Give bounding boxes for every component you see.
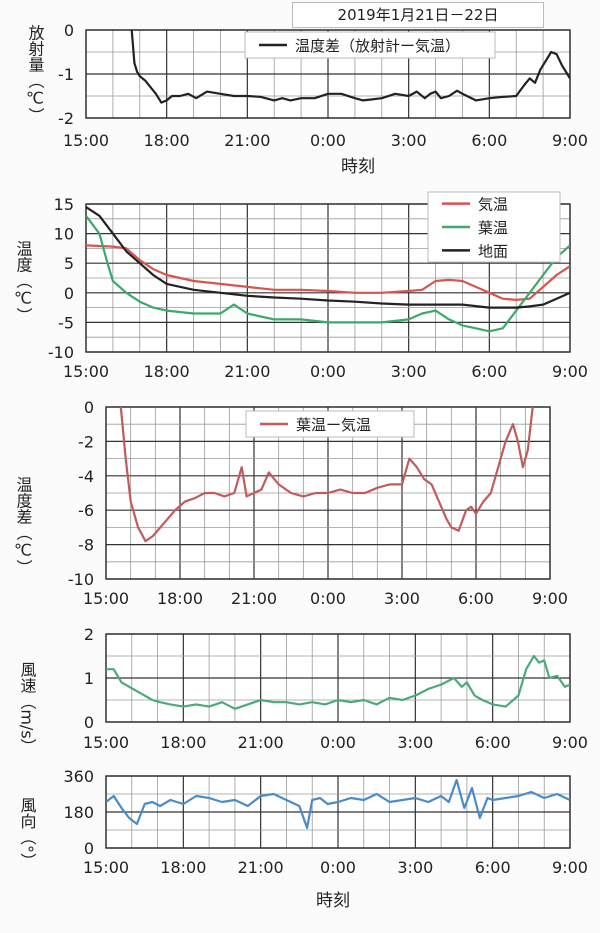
y-axis-label: 風向（°）: [18, 797, 37, 869]
series-line-3: [86, 206, 570, 309]
y-tick-label: 0: [84, 398, 94, 417]
y-tick-label: 1: [84, 669, 94, 688]
x-tick-label: 0:00: [310, 131, 346, 150]
plot-frame: [105, 406, 551, 580]
x-tick-label: 15:00: [63, 362, 109, 381]
legend-label: 温度差（放射計ー気温）: [295, 37, 460, 55]
y-axis-label: 風速（m/s）: [18, 661, 37, 754]
chart-5: 360 180 015:00 18:00 21:00 0:00 3:00 6:00 9:00 風向…: [18, 767, 588, 911]
y-tick-label: 180: [63, 803, 94, 822]
y-axis-label: 温度差（℃）: [13, 477, 32, 576]
page-title: 2019年1月21日－22日: [292, 2, 544, 28]
x-tick-label: 18:00: [157, 589, 203, 608]
y-tick-label: 0: [64, 21, 74, 40]
x-tick-label: 3:00: [391, 131, 427, 150]
y-tick-label: -5: [58, 313, 74, 332]
x-tick-label: 21:00: [224, 362, 270, 381]
plot-frame: [105, 633, 571, 723]
x-tick-label: 18:00: [144, 362, 190, 381]
plot-frame: [85, 29, 571, 119]
x-tick-label: 9:00: [532, 589, 568, 608]
x-tick-label: 3:00: [397, 733, 433, 752]
x-tick-label: 15:00: [83, 858, 129, 877]
y-tick-label: -4: [78, 467, 94, 486]
x-tick-label: 6:00: [475, 858, 511, 877]
x-tick-label: 0:00: [320, 733, 356, 752]
x-tick-label: 21:00: [224, 131, 270, 150]
y-tick-label: -2: [78, 432, 94, 451]
plot-frame: [85, 203, 571, 353]
y-tick-label: -1: [58, 65, 74, 84]
y-tick-label: -10: [68, 570, 94, 589]
y-tick-label: -8: [78, 536, 94, 555]
legend-label: 葉温: [478, 219, 508, 237]
x-tick-label: 18:00: [160, 733, 206, 752]
y-axis-label: 放射量（℃）: [25, 25, 44, 124]
x-tick-label: 21:00: [238, 733, 284, 752]
series-line-1: [130, 30, 570, 104]
x-tick-label: 18:00: [160, 858, 206, 877]
y-axis-label: 温度（℃）: [13, 241, 32, 324]
y-tick-label: 2: [84, 625, 94, 644]
legend: 葉温ー気温: [245, 410, 415, 438]
x-tick-label: 6:00: [475, 733, 511, 752]
y-tick-label: 0: [64, 284, 74, 303]
x-tick-label: 15:00: [83, 733, 129, 752]
series-line-1: [119, 407, 534, 543]
legend-label: 気温: [478, 196, 508, 214]
x-tick-label: 6:00: [471, 362, 507, 381]
y-tick-label: -10: [48, 343, 74, 362]
series-line-1: [86, 244, 570, 301]
x-tick-label: 18:00: [144, 131, 190, 150]
x-tick-label: 6:00: [458, 589, 494, 608]
y-tick-label: 10: [54, 225, 74, 244]
x-tick-label: 3:00: [391, 362, 427, 381]
x-tick-label: 6:00: [471, 131, 507, 150]
y-tick-label: -2: [58, 109, 74, 128]
x-tick-label: 9:00: [552, 362, 588, 381]
x-tick-label: 0:00: [320, 858, 356, 877]
x-tick-label: 15:00: [63, 131, 109, 150]
x-tick-label: 9:00: [552, 131, 588, 150]
y-tick-label: 15: [54, 195, 74, 214]
series-line-2: [86, 215, 570, 333]
series-line-1: [106, 778, 570, 830]
x-tick-label: 3:00: [384, 589, 420, 608]
series-line-1: [106, 654, 570, 710]
legend-label: 葉温ー気温: [296, 416, 371, 434]
y-tick-label: 5: [64, 254, 74, 273]
legend: 温度差（放射計ー気温）: [244, 31, 496, 59]
x-tick-label: 21:00: [238, 858, 284, 877]
y-tick-label: -6: [78, 501, 94, 520]
x-axis-label: 時刻: [341, 157, 375, 177]
x-tick-label: 9:00: [552, 733, 588, 752]
plot-frame: [105, 775, 571, 849]
x-tick-label: 15:00: [83, 589, 129, 608]
y-tick-label: 0: [84, 713, 94, 732]
x-tick-label: 0:00: [310, 589, 346, 608]
y-tick-label: 0: [84, 839, 94, 858]
x-tick-label: 9:00: [552, 858, 588, 877]
legend-label: 地面: [478, 242, 508, 260]
chart-1: 0 -1 -2 15:00 18:00 21:00 0:00 3:00 6:00 9:00 放射量（…: [25, 21, 587, 177]
x-tick-label: 0:00: [310, 362, 346, 381]
x-tick-label: 21:00: [231, 589, 277, 608]
x-axis-label: 時刻: [316, 891, 350, 911]
y-tick-label: 360: [63, 767, 94, 786]
x-tick-label: 3:00: [397, 858, 433, 877]
chart-4: 2 1 015:00 18:00 21:00 0:00 3:00 6:00 9:00 風速（m/s…: [18, 625, 588, 755]
